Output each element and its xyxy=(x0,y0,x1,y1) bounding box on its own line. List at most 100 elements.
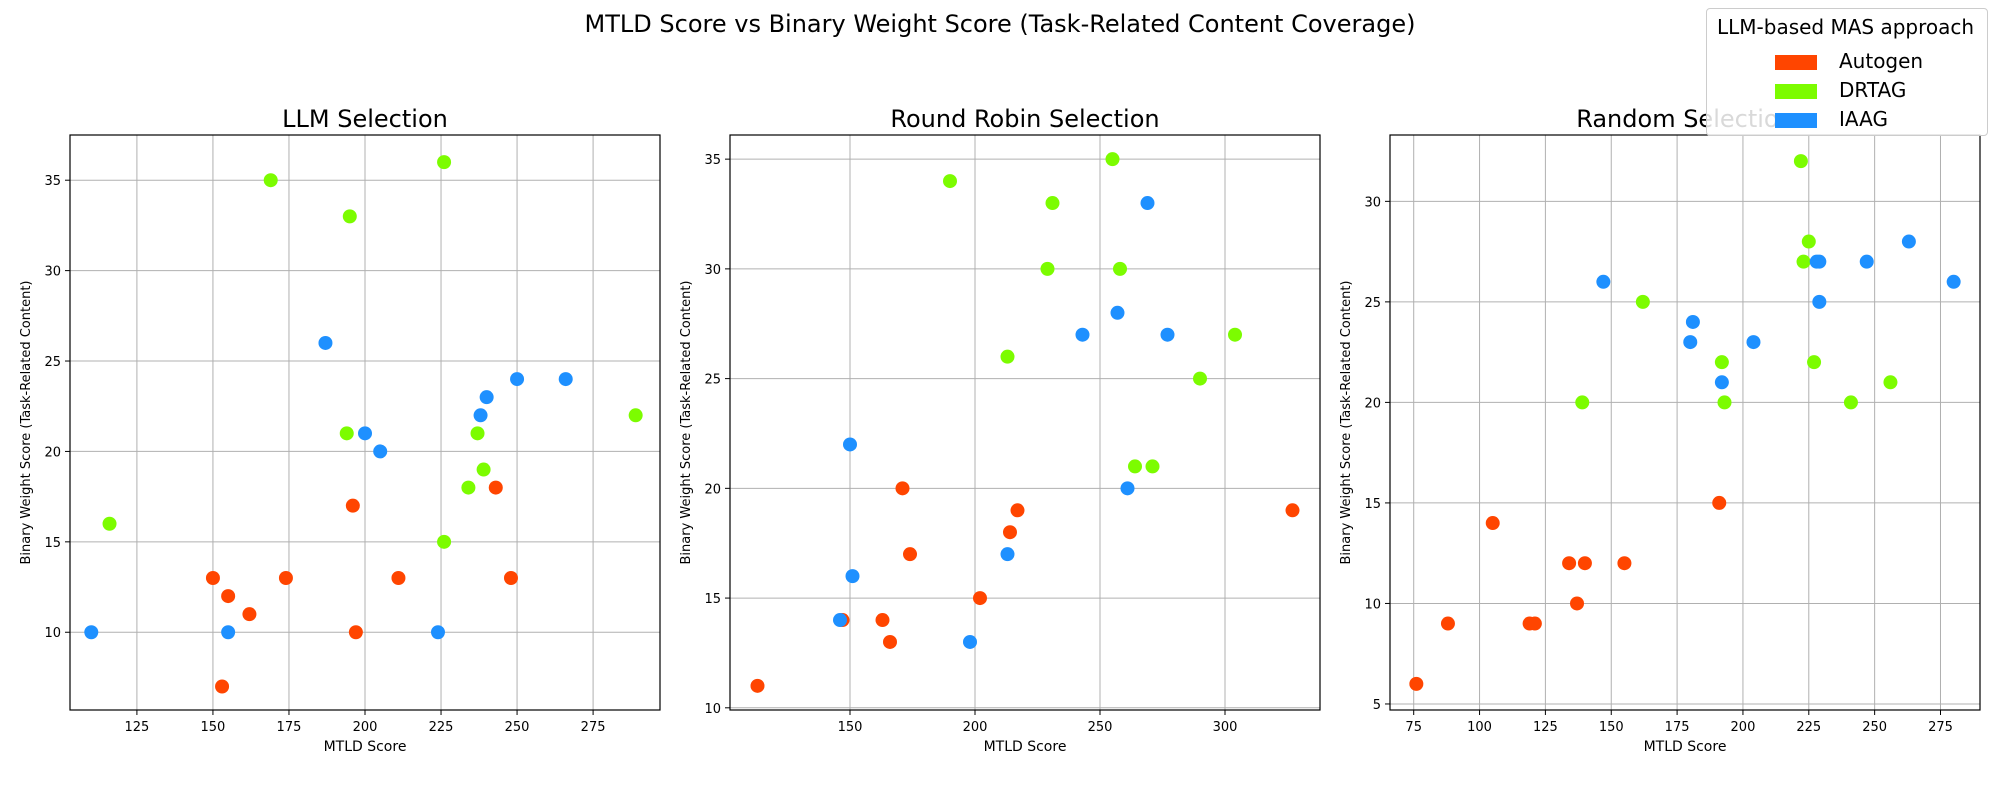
x-tick-label: 100 xyxy=(1467,720,1492,735)
data-point-autogen xyxy=(1577,556,1592,571)
data-point-iaag xyxy=(1859,254,1874,269)
data-point-iaag xyxy=(963,634,977,649)
data-point-drtag xyxy=(1807,355,1822,370)
data-point-iaag xyxy=(1140,196,1155,211)
data-point-iaag xyxy=(1160,327,1175,342)
data-point-drtag xyxy=(1105,152,1120,167)
scatter-plot-round-robin-selection: Round Robin Selection 150 200 250 300 10 15 20 2… xyxy=(679,105,1321,755)
data-point-autogen xyxy=(1617,556,1632,571)
x-tick-label: 200 xyxy=(1731,720,1756,735)
x-tick-label: 225 xyxy=(429,720,454,735)
data-point-iaag xyxy=(1946,274,1961,289)
data-point-drtag xyxy=(1575,395,1590,410)
data-point-autogen xyxy=(503,571,518,586)
x-tick-label: 175 xyxy=(1665,720,1690,735)
data-point-autogen xyxy=(205,571,220,586)
y-tick-label: 10 xyxy=(1364,597,1381,612)
legend-swatch-autogen xyxy=(1775,55,1817,70)
y-tick-label: 15 xyxy=(704,592,721,607)
plot-frame xyxy=(1389,134,1981,711)
subplot-round-robin-selection: Round Robin Selection 150 200 250 300 10 15 20 2… xyxy=(660,105,1321,765)
data-point-iaag xyxy=(845,569,860,584)
y-axis-label: Binary Weight Score (Task-Related Conten… xyxy=(19,281,34,565)
y-axis-label: Binary Weight Score (Task-Related Conten… xyxy=(679,281,694,565)
data-point-drtag xyxy=(1045,196,1060,211)
x-tick-label: 275 xyxy=(581,720,606,735)
x-tick-label: 225 xyxy=(1796,720,1821,735)
data-point-drtag xyxy=(1714,355,1729,370)
data-point-autogen xyxy=(1485,516,1500,531)
data-point-autogen xyxy=(348,625,363,640)
data-point-iaag xyxy=(1901,234,1916,249)
data-point-iaag xyxy=(84,625,99,640)
data-point-iaag xyxy=(833,613,847,628)
data-point-autogen xyxy=(242,607,257,622)
data-point-autogen xyxy=(1003,525,1017,540)
data-point-autogen xyxy=(1409,676,1424,691)
y-tick-label: 30 xyxy=(1364,195,1381,210)
data-point-autogen xyxy=(345,498,360,513)
x-tick-label: 125 xyxy=(124,720,149,735)
subplot-random-selection: Random Selection 75 100 125 150 175 200 225 250 2… xyxy=(1320,105,1981,765)
legend-swatch-iaag xyxy=(1775,113,1817,128)
data-point-drtag xyxy=(1717,395,1732,410)
data-point-drtag xyxy=(1145,459,1160,474)
data-point-iaag xyxy=(558,372,573,387)
legend-title: LLM-based MAS approach xyxy=(1717,15,1975,39)
data-point-drtag xyxy=(263,173,278,188)
data-point-iaag xyxy=(1000,547,1015,562)
y-tick-label: 25 xyxy=(1364,296,1381,311)
data-point-drtag xyxy=(1843,395,1858,410)
data-point-drtag xyxy=(342,209,357,224)
data-point-drtag xyxy=(1801,234,1816,249)
data-point-iaag xyxy=(221,625,236,640)
y-tick-label: 30 xyxy=(704,263,721,278)
figure-title: MTLD Score vs Binary Weight Score (Task-… xyxy=(584,10,1416,38)
data-point-autogen xyxy=(1527,616,1542,631)
y-tick-label: 5 xyxy=(1373,698,1381,713)
y-tick-label: 15 xyxy=(1364,497,1381,512)
x-axis-label: MTLD Score xyxy=(984,739,1067,755)
legend-label-drtag: DRTAG xyxy=(1839,78,1907,102)
data-point-drtag xyxy=(1228,327,1242,342)
data-point-drtag xyxy=(1128,459,1142,474)
data-point-autogen xyxy=(903,547,917,562)
data-point-iaag xyxy=(843,437,857,452)
data-point-iaag xyxy=(1683,335,1698,350)
data-point-drtag xyxy=(1883,375,1898,390)
data-point-autogen xyxy=(1562,556,1577,571)
y-tick-label: 20 xyxy=(44,445,61,460)
data-point-drtag xyxy=(943,174,957,189)
plot-frame xyxy=(69,134,661,711)
data-point-drtag xyxy=(1000,349,1015,364)
data-point-drtag xyxy=(470,426,485,441)
data-point-iaag xyxy=(1714,375,1729,390)
x-tick-label: 150 xyxy=(1599,720,1624,735)
data-point-iaag xyxy=(479,390,494,405)
subplot-llm-selection: LLM Selection 125 150 175 200 225 250 275 10 15 20… xyxy=(0,105,661,765)
x-tick-label: 200 xyxy=(353,720,378,735)
data-point-drtag xyxy=(476,462,491,477)
data-point-autogen xyxy=(215,679,230,694)
data-point-drtag xyxy=(102,516,117,531)
data-point-autogen xyxy=(973,591,987,606)
x-tick-label: 75 xyxy=(1405,720,1422,735)
x-tick-label: 150 xyxy=(201,720,226,735)
subplot-title: LLM Selection xyxy=(282,105,448,133)
data-point-drtag xyxy=(437,155,452,170)
subplot-title: Round Robin Selection xyxy=(890,105,1159,133)
plot-frame xyxy=(729,134,1321,711)
y-axis-label: Binary Weight Score (Task-Related Conten… xyxy=(1339,281,1354,565)
y-tick-label: 35 xyxy=(44,174,61,189)
data-point-drtag xyxy=(628,408,643,423)
data-point-autogen xyxy=(221,589,236,604)
x-tick-label: 275 xyxy=(1928,720,1953,735)
data-point-iaag xyxy=(358,426,372,441)
data-point-iaag xyxy=(473,408,488,423)
y-tick-label: 25 xyxy=(44,355,61,370)
data-point-autogen xyxy=(895,481,910,496)
data-point-autogen xyxy=(883,634,897,649)
data-point-iaag xyxy=(1812,254,1827,269)
x-tick-label: 300 xyxy=(1213,720,1238,735)
